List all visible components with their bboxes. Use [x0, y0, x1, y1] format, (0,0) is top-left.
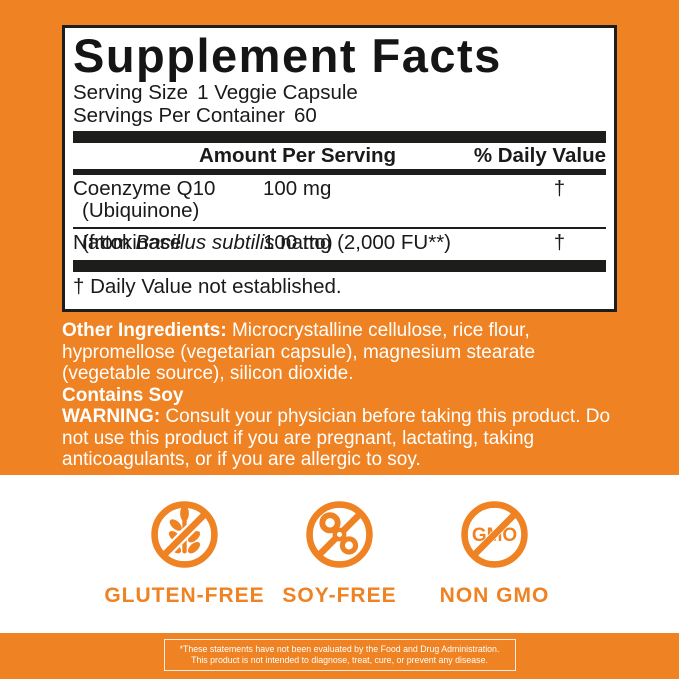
gluten-free-icon	[151, 501, 218, 568]
warning-text: Consult your physician before taking thi…	[62, 406, 611, 470]
nutrient-name: Nattokinase	[73, 231, 182, 254]
table-header-row: Amount Per Serving % Daily Value	[73, 143, 606, 167]
nutrient-amount: 100 mg (2,000 FU**)	[263, 231, 452, 254]
sub-name-species: Bacillus subtilis	[135, 231, 275, 254]
serving-size-label: Serving Size	[73, 81, 189, 104]
nutrient-sub-name: (Ubiquinone)	[82, 199, 200, 222]
warning-label: WARNING:	[62, 406, 161, 427]
divider-bar-medium	[73, 169, 606, 175]
badge-label-non-gmo: NON GMO	[439, 584, 550, 607]
nutrient-name: Coenzyme Q10	[73, 177, 216, 200]
contains-soy-line: Contains Soy	[62, 384, 184, 406]
nutrient-daily-value: †	[553, 177, 566, 200]
badge-label-gluten-free: GLUTEN-FREE	[104, 584, 265, 607]
column-header-daily-value: % Daily Value	[473, 144, 606, 167]
servings-value: 60	[293, 104, 317, 127]
badge-label-soy-free: SOY-FREE	[282, 584, 397, 607]
bottom-disclaimer-band: *These statements have not been evaluate…	[0, 633, 679, 679]
badges-band: GLUTEN-FREE SOY-FREE GMO NON GMO	[0, 475, 679, 633]
servings-label: Servings Per Container	[73, 104, 285, 127]
ingredients-section: Other Ingredients: Microcrystalline cell…	[62, 320, 620, 471]
column-header-amount: Amount Per Serving	[199, 144, 397, 167]
badge-non-gmo: GMO NON GMO	[438, 498, 551, 633]
servings-per-container-line: Servings Per Container 60	[73, 104, 606, 127]
supplement-facts-panel: Supplement Facts Serving Size 1 Veggie Ca…	[62, 25, 617, 312]
supplement-facts-title: Supplement Facts	[73, 29, 502, 82]
nutrient-amount: 100 mg	[263, 177, 332, 200]
row-divider-line	[73, 227, 606, 229]
sub-name-prefix: (from	[82, 231, 136, 254]
nutrient-daily-value: †	[553, 231, 566, 254]
divider-bar-thick	[73, 131, 606, 143]
fda-disclaimer-line1: *These statements have not been evaluate…	[179, 644, 500, 654]
non-gmo-icon: GMO	[461, 501, 528, 568]
divider-bar-thick	[73, 260, 606, 272]
nutrient-name-cell: Nattokinase	[73, 232, 263, 254]
table-row-coenzyme-q10: Coenzyme Q10 (Ubiquinone) 100 mg †	[73, 175, 606, 226]
badge-soy-free: SOY-FREE	[282, 498, 397, 633]
other-ingredients-label: Other Ingredients:	[62, 320, 227, 341]
serving-size-line: Serving Size 1 Veggie Capsule	[73, 81, 606, 104]
other-ingredients-text: Microcrystalline cellulose, rice flour, …	[62, 320, 536, 384]
other-ingredients-paragraph: Other Ingredients: Microcrystalline cell…	[62, 320, 620, 385]
sub-name-suffix: natto)	[274, 231, 333, 254]
badge-gluten-free: GLUTEN-FREE	[104, 498, 264, 633]
table-row-nattokinase: Nattokinase 100 mg (2,000 FU**) †	[73, 229, 606, 258]
daily-value-footnote: † Daily Value not established.	[73, 275, 342, 298]
serving-size-value: 1 Veggie Capsule	[197, 81, 358, 104]
table-row-nattokinase-subline: (from Bacillus subtilis natto)	[73, 232, 606, 258]
nutrient-name-cell: Coenzyme Q10 (Ubiquinone)	[73, 178, 263, 222]
warning-paragraph: WARNING: Consult your physician before t…	[62, 406, 620, 471]
fda-disclaimer-line2: This product is not intended to diagnose…	[191, 655, 488, 665]
soy-free-icon	[306, 501, 373, 568]
label-top-section: Supplement Facts Serving Size 1 Veggie Ca…	[0, 0, 679, 475]
nutrient-sub-name: (from Bacillus subtilis natto)	[73, 232, 606, 254]
fda-disclaimer-box: *These statements have not been evaluate…	[163, 639, 516, 671]
